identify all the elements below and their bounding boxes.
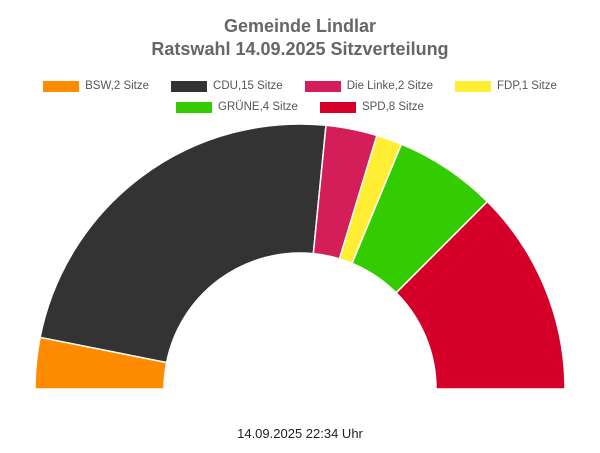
legend-label: SPD,8 Sitze [361,101,424,113]
legend-swatch [455,80,491,92]
legend-item[interactable]: BSW,2 Sitze [43,80,149,92]
legend-swatch [304,80,341,92]
legend-swatch [319,101,356,113]
legend-label: Die Linke,2 Sitze [346,80,433,92]
legend-label: CDU,15 Sitze [213,80,283,92]
legend-item[interactable]: GRÜNE,4 Sitze [176,101,298,113]
chart-title: Gemeinde Lindlar [223,16,377,36]
slice-cdu[interactable] [39,123,327,364]
timestamp: 14.09.2025 22:34 Uhr [237,426,363,441]
legend-swatch [171,80,208,92]
legend-swatch [43,80,80,92]
legend-item[interactable]: Die Linke,2 Sitze [304,80,433,92]
legend-swatch [176,101,213,113]
legend-label: FDP,1 Sitze [497,80,557,92]
chart-subtitle: Ratswahl 14.09.2025 Sitzverteilung [151,39,449,59]
legend-row-1: BSW,2 Sitze CDU,15 Sitze Die Linke,2 Sitze… [0,80,600,92]
legend-item[interactable]: SPD,8 Sitze [319,101,424,113]
legend-row-2: GRÜNE,4 Sitze SPD,8 Sitze [0,101,600,113]
legend-item[interactable]: CDU,15 Sitze [171,80,283,92]
legend-label: BSW,2 Sitze [85,80,150,92]
legend-item[interactable]: FDP,1 Sitze [455,80,557,92]
slice-spd[interactable] [395,200,566,390]
legend-label: GRÜNE,4 Sitze [218,101,298,113]
